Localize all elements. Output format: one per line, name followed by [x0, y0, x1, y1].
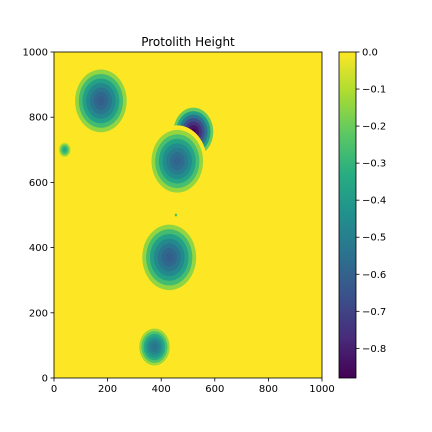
depression-6-contour-7 — [152, 344, 157, 350]
colorbar-tick-label: −0.8 — [362, 344, 386, 355]
colorbar-tick-label: −0.2 — [362, 122, 386, 133]
x-tick-label: 200 — [98, 384, 117, 395]
y-tick-label: 400 — [29, 243, 48, 254]
depression-3 — [147, 125, 207, 198]
depression-1 — [58, 141, 72, 158]
depression-3-contour-7 — [173, 156, 181, 166]
depression-4 — [174, 213, 178, 217]
colorbar-tick-label: −0.5 — [362, 233, 386, 244]
colorbar-tick-label: −0.6 — [362, 270, 386, 281]
y-axis: 0 200 400 600 800 1000 — [23, 48, 54, 385]
plot-area — [53, 51, 323, 379]
x-tick-label: 600 — [205, 384, 224, 395]
y-tick-label: 1000 — [23, 48, 48, 59]
colorbar-frame — [338, 51, 357, 379]
colorbar-gradient — [339, 52, 356, 378]
colorbar-ticks: 0.0 −0.1 −0.2 −0.3 −0.4 −0.5 −0.6 −0.7 −0.8 — [356, 48, 386, 355]
depression-6 — [137, 325, 172, 369]
x-tick-label: 400 — [152, 384, 171, 395]
colorbar-tick-label: −0.7 — [362, 307, 386, 318]
x-tick-label: 800 — [259, 384, 278, 395]
y-tick-label: 800 — [29, 113, 48, 124]
y-tick-label: 200 — [29, 308, 48, 319]
y-tick-label: 600 — [29, 178, 48, 189]
depression-5 — [138, 219, 201, 295]
x-tick-label: 0 — [51, 384, 57, 395]
depression-0-contour-7 — [97, 96, 105, 106]
x-tick-label: 1000 — [309, 384, 334, 395]
colorbar-tick-label: 0.0 — [362, 48, 378, 59]
plot-frame — [53, 51, 323, 379]
depression-4-contour-7 — [175, 214, 177, 216]
depression-group — [58, 65, 217, 369]
depression-5-contour-7 — [165, 252, 174, 263]
colorbar: 0.0 −0.1 −0.2 −0.3 −0.4 −0.5 −0.6 −0.7 −0.8 — [338, 48, 386, 379]
y-tick-label: 0 — [42, 374, 48, 385]
chart-title: Protolith Height — [141, 35, 235, 49]
colorbar-tick-label: −0.1 — [362, 85, 386, 96]
colorbar-tick-label: −0.3 — [362, 159, 386, 170]
x-axis: 0 200 400 600 800 1000 — [51, 378, 335, 395]
depression-1-contour-7 — [63, 148, 66, 151]
colorbar-tick-label: −0.4 — [362, 196, 386, 207]
depression-0 — [71, 65, 131, 137]
